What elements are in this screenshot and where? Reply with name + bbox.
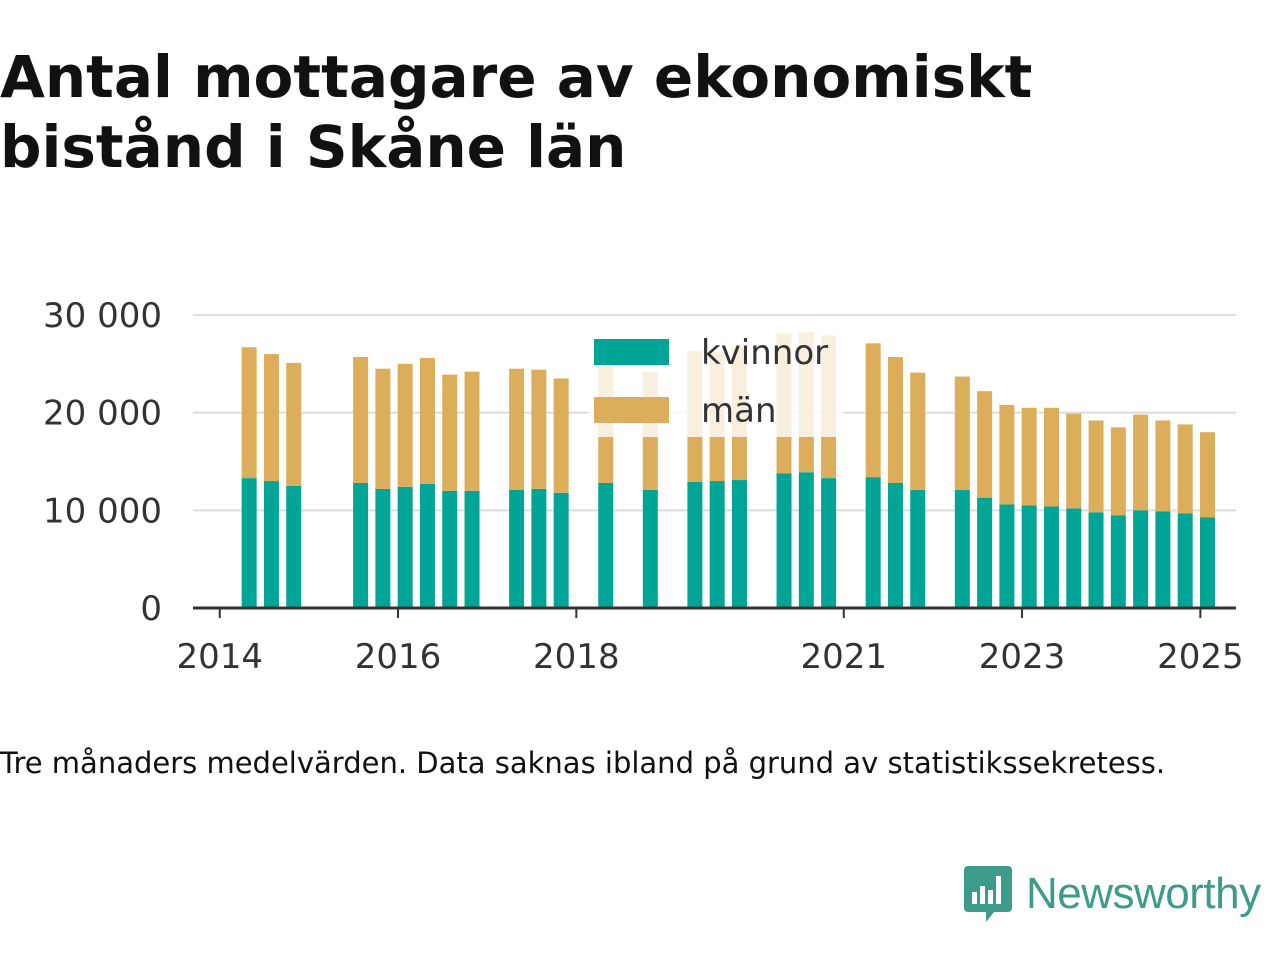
bar-man xyxy=(865,343,881,478)
bar-kvinnor xyxy=(709,481,725,608)
bar-kvinnor xyxy=(1177,513,1193,608)
x-tick-label: 2018 xyxy=(533,637,620,677)
bar-kvinnor xyxy=(1199,517,1215,608)
bar-kvinnor xyxy=(553,492,569,608)
legend-swatch xyxy=(594,397,669,423)
x-tick-label: 2016 xyxy=(355,637,442,677)
bar-man xyxy=(375,368,391,489)
bar-kvinnor xyxy=(1155,511,1171,608)
bar-man xyxy=(263,354,279,482)
bar-man xyxy=(1133,414,1149,511)
bar-kvinnor xyxy=(1133,510,1149,608)
bar-kvinnor xyxy=(642,489,658,608)
x-tick-label: 2023 xyxy=(979,637,1066,677)
bar-man xyxy=(977,391,993,498)
bar-kvinnor xyxy=(419,483,435,608)
chart-title: Antal mottagare av ekonomiskt bistånd i … xyxy=(0,43,1033,181)
bar-kvinnor xyxy=(1043,506,1059,608)
bar-man xyxy=(464,371,480,491)
bar-kvinnor xyxy=(687,482,703,608)
legend: kvinnor män xyxy=(588,327,843,437)
bar-kvinnor xyxy=(598,482,614,608)
footnote: Tre månaders medelvärden. Data saknas ib… xyxy=(0,746,1166,780)
bar-kvinnor xyxy=(954,489,970,608)
bar-man xyxy=(1177,424,1193,514)
bar-man xyxy=(1088,420,1104,513)
bar-man xyxy=(241,347,257,479)
bar-man xyxy=(999,404,1015,505)
bar-kvinnor xyxy=(977,497,993,608)
bar-kvinnor xyxy=(865,477,881,608)
bar-kvinnor xyxy=(731,480,747,608)
bar-kvinnor xyxy=(464,490,480,608)
bar-kvinnor xyxy=(1088,512,1104,608)
bar-man xyxy=(1110,427,1126,516)
legend-label: män xyxy=(701,391,777,431)
bar-man xyxy=(419,357,435,484)
bar-kvinnor xyxy=(1021,505,1037,608)
bar-man xyxy=(887,356,903,483)
x-tick-label: 2014 xyxy=(176,637,263,677)
bar-man xyxy=(1043,407,1059,507)
bar-kvinnor xyxy=(509,489,525,608)
legend-label: kvinnor xyxy=(701,333,828,373)
newsworthy-logo-icon xyxy=(964,866,1012,922)
bar-kvinnor xyxy=(821,478,837,608)
bar-man xyxy=(1021,407,1037,506)
bar-kvinnor xyxy=(910,489,926,608)
bar-man xyxy=(910,372,926,490)
bar-man xyxy=(397,363,413,487)
bar-man xyxy=(531,369,547,489)
bar-man xyxy=(1199,432,1215,518)
bar-man xyxy=(1155,420,1171,512)
bar-kvinnor xyxy=(397,486,413,608)
bar-kvinnor xyxy=(353,482,369,608)
bar-man xyxy=(442,374,458,491)
y-tick-label: 0 xyxy=(140,589,162,629)
y-tick-label: 30 000 xyxy=(43,296,162,336)
bar-man xyxy=(954,376,970,490)
bar-kvinnor xyxy=(776,473,792,608)
bar-kvinnor xyxy=(999,504,1015,608)
bar-kvinnor xyxy=(1110,515,1126,608)
y-tick-label: 10 000 xyxy=(43,491,162,531)
bar-kvinnor xyxy=(286,485,302,608)
bar-man xyxy=(1066,413,1082,509)
legend-swatch xyxy=(594,339,669,365)
y-tick-label: 20 000 xyxy=(43,394,162,434)
bar-kvinnor xyxy=(263,481,279,608)
bar-kvinnor xyxy=(375,488,391,608)
brand-name: Newsworthy xyxy=(1026,869,1261,918)
axes: 0 10 000 20 000 30 000 2014 2016 2018 2021 2023 2… xyxy=(43,296,1244,677)
bar-kvinnor xyxy=(241,478,257,608)
x-tick-label: 2021 xyxy=(800,637,887,677)
bar-kvinnor xyxy=(887,482,903,608)
bar-kvinnor xyxy=(1066,508,1082,608)
bar-kvinnor xyxy=(442,490,458,608)
bar-kvinnor xyxy=(531,488,547,608)
bar-kvinnor xyxy=(798,472,814,608)
brand-logo[interactable]: Newsworthy xyxy=(962,862,1261,926)
x-tick-label: 2025 xyxy=(1157,637,1244,677)
bar-man xyxy=(509,368,525,490)
bar-man xyxy=(553,378,569,493)
bar-man xyxy=(286,362,302,486)
bar-man xyxy=(353,356,369,483)
